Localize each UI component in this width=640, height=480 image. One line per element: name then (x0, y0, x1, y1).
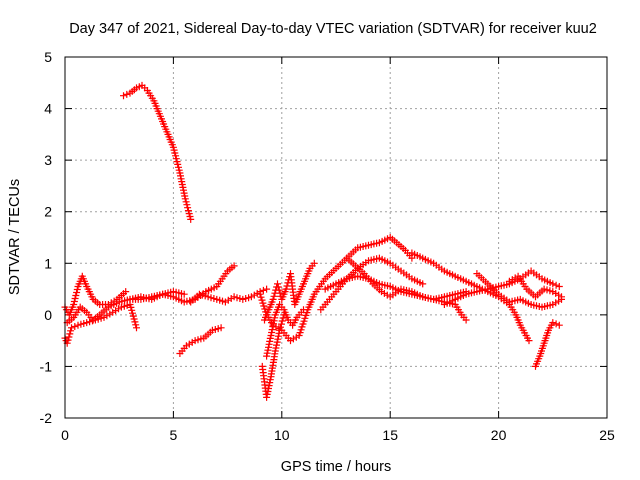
series-early-high (61, 272, 130, 319)
y-tick-label: 1 (44, 255, 52, 271)
data-point (274, 280, 281, 288)
series-evening-5 (505, 272, 565, 301)
data-point (278, 317, 286, 325)
data-point (256, 290, 264, 298)
data-point (181, 195, 189, 203)
y-tick-label: 3 (44, 152, 52, 168)
data-point (263, 349, 271, 357)
data-point (549, 319, 557, 327)
data-point (282, 285, 290, 293)
y-tick-label: 5 (44, 49, 52, 65)
data-point (310, 259, 318, 267)
data-point (71, 323, 79, 330)
data-point (122, 288, 130, 296)
y-tick-label: 4 (44, 101, 52, 117)
series-early-low (61, 301, 140, 347)
data-point (262, 308, 270, 316)
data-point (73, 289, 81, 296)
data-point (73, 286, 81, 293)
data-point (269, 295, 277, 303)
y-axis-label: SDTVAR / TECUs (7, 179, 23, 295)
data-point (555, 283, 563, 290)
data-point (260, 302, 268, 310)
data-point (419, 280, 427, 288)
data-point (123, 90, 131, 98)
series-evening-3 (473, 270, 565, 311)
data-point (132, 321, 140, 329)
data-point (71, 295, 79, 302)
data-point (263, 285, 271, 293)
data-point (258, 296, 266, 304)
data-point (70, 301, 78, 308)
data-point (462, 316, 470, 324)
data-point (66, 330, 74, 338)
data-point (72, 292, 80, 299)
plot-frame (64, 56, 608, 419)
chart-title: Day 347 of 2021, Sidereal Day-to-day VTE… (69, 21, 597, 37)
data-point (183, 201, 191, 209)
data-point (217, 324, 225, 332)
data-point (68, 324, 75, 332)
y-tick-label: -2 (40, 410, 53, 426)
x-tick-label: 0 (61, 427, 69, 443)
data-point (184, 207, 192, 215)
y-tick-label: 0 (44, 307, 52, 323)
x-tick-label: 20 (491, 427, 507, 443)
data-point (133, 324, 140, 332)
data-point (67, 327, 75, 335)
data-point (64, 336, 72, 344)
data-point (558, 293, 565, 301)
data-point (552, 320, 560, 328)
series-dip-4 (256, 234, 416, 345)
data-point (70, 298, 78, 305)
data-point (276, 289, 284, 297)
series-morning-band (126, 262, 238, 306)
data-point (187, 215, 195, 223)
series-evening-4 (532, 319, 563, 370)
series-dip-1 (258, 311, 288, 401)
x-tick-label: 10 (274, 427, 290, 443)
data-point (552, 281, 560, 289)
x-tick-label: 25 (599, 427, 615, 443)
data-point (230, 262, 238, 270)
data-point (273, 341, 280, 349)
data-point (259, 286, 267, 294)
y-tick-label: 2 (44, 204, 52, 220)
data-point (266, 376, 274, 384)
data-points (61, 81, 565, 401)
x-tick-label: 15 (382, 427, 398, 443)
x-tick-label: 5 (170, 427, 178, 443)
data-point (274, 283, 282, 291)
data-point (180, 290, 188, 298)
series-arc-peak (120, 81, 195, 223)
data-point (120, 92, 127, 100)
axis-ticks: 0 5 10 15 20 25 -2 -1 0 1 2 3 4 5 (40, 49, 615, 443)
data-point (275, 286, 283, 294)
series-arc-low (176, 324, 225, 357)
x-axis-label: GPS time / hours (281, 459, 391, 475)
series-morning-band2 (187, 285, 271, 306)
data-point (65, 333, 73, 341)
data-point (270, 292, 278, 300)
data-point (555, 321, 563, 329)
data-point (525, 337, 533, 345)
grid-lines (65, 57, 607, 418)
data-point (549, 280, 557, 288)
y-tick-label: -1 (40, 358, 53, 374)
series-dip-2 (263, 301, 307, 360)
data-point (277, 320, 285, 328)
